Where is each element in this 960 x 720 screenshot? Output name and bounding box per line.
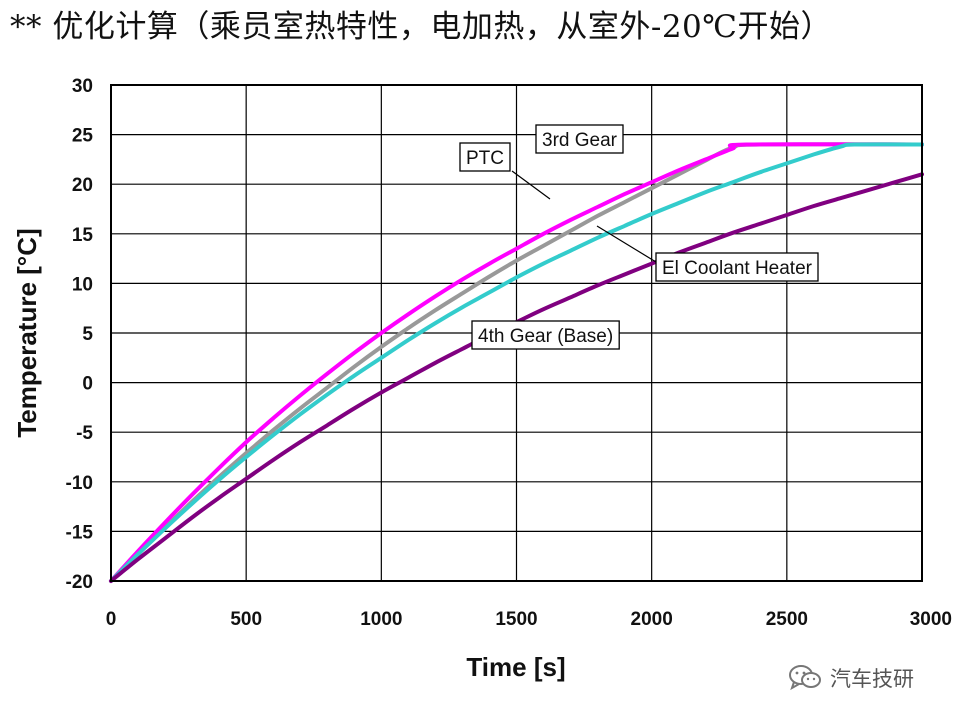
watermark: 汽车技研 — [788, 660, 914, 696]
annotation-3rd-gear: 3rd Gear — [535, 124, 624, 154]
annotation-4th-gear-base: 4th Gear (Base) — [471, 320, 620, 350]
annotation-box — [459, 142, 511, 172]
y-tick-label: 5 — [82, 324, 93, 345]
x-axis-title: Time [s] — [466, 652, 565, 682]
x-tick-label: 2000 — [631, 609, 673, 630]
y-tick-label: 25 — [72, 126, 94, 147]
y-tick-label: -15 — [66, 522, 94, 543]
annotation-label: PTC — [466, 148, 504, 169]
annotation-label: 4th Gear (Base) — [478, 326, 613, 347]
annotation-box — [655, 252, 819, 282]
y-tick-label: -10 — [66, 473, 93, 494]
annotation-ptc: PTC — [459, 142, 551, 200]
x-tick-label: 1500 — [495, 609, 537, 630]
annotation-label: El Coolant Heater — [662, 258, 813, 279]
y-axis-title: Temperature [°C] — [12, 228, 42, 437]
wechat-icon — [789, 665, 821, 691]
annotation-box — [471, 320, 620, 350]
annotation-leader-line — [596, 225, 657, 263]
axis-ticks: 0 500 1000 1500 2000 2500 3000 -20 -15 -10 -5 0 5 10 1… — [66, 76, 952, 630]
x-tick-label: 0 — [106, 609, 117, 630]
y-tick-label: 0 — [82, 374, 93, 395]
annotation-label: 3rd Gear — [542, 130, 618, 151]
x-tick-label: 500 — [230, 609, 262, 630]
annotation-leader-line — [511, 170, 551, 200]
y-tick-label: 10 — [72, 274, 93, 295]
y-tick-label: 30 — [72, 76, 93, 97]
annotation-box — [535, 124, 624, 154]
y-tick-label: -20 — [66, 572, 93, 593]
watermark-text: 汽车技研 — [830, 667, 914, 691]
y-tick-label: -5 — [76, 423, 93, 444]
x-tick-label: 1000 — [360, 609, 402, 630]
page-title: ** 优化计算（乘员室热特性，电加热，从室外-20℃开始） — [10, 9, 832, 45]
y-tick-label: 15 — [72, 225, 94, 246]
y-tick-label: 20 — [72, 175, 93, 196]
plot-frame — [110, 84, 923, 582]
series-line-3rd-gear — [109, 142, 924, 583]
series-annotations: 3rd Gear PTC El Coolant Heater 4th Gear (Ba… — [459, 124, 819, 350]
series-line-el-coolant-heater — [109, 142, 924, 583]
x-tick-label: 3000 — [910, 609, 952, 630]
series-line-ptc — [109, 142, 924, 583]
x-tick-label: 2500 — [766, 609, 808, 630]
annotation-el-coolant-heater: El Coolant Heater — [596, 225, 819, 282]
